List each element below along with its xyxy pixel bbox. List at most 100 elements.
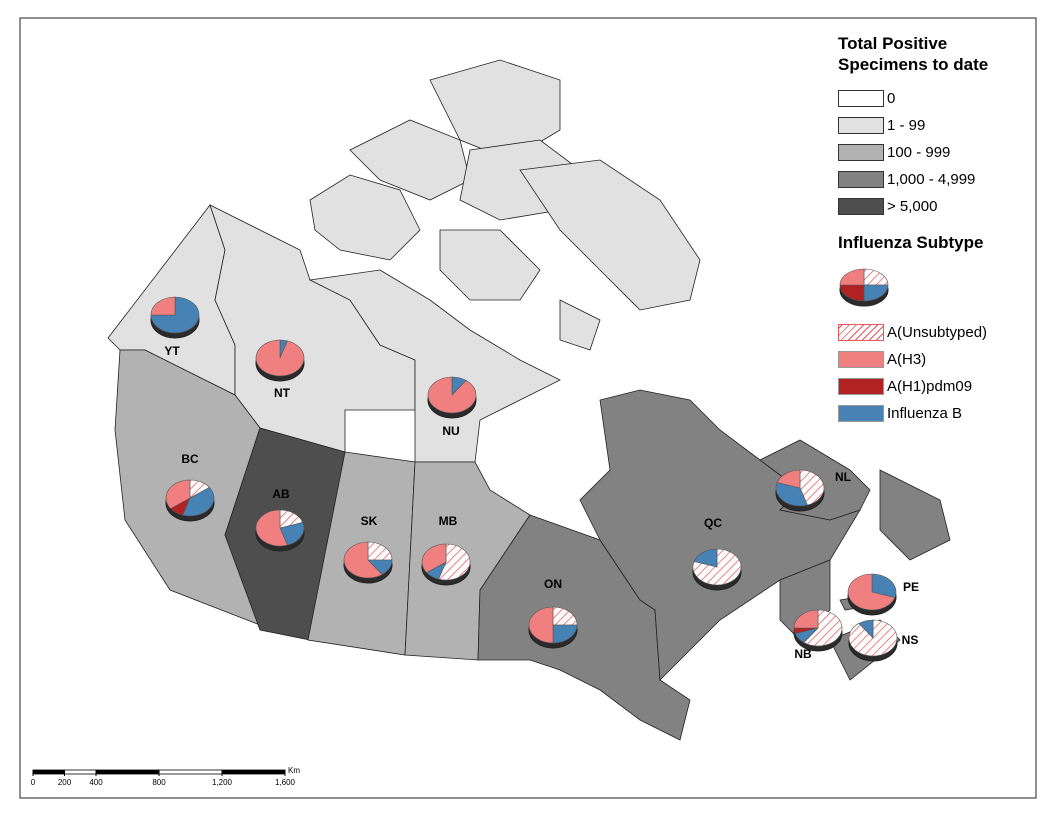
pie-slice [847, 573, 896, 611]
subtype-swatch [838, 324, 884, 341]
subtype-item: A(H3) [838, 346, 1038, 373]
pie-slice [858, 619, 874, 639]
province-pie [775, 469, 825, 512]
province-label: NB [794, 647, 812, 661]
subtype-item: A(H1)pdm09 [838, 373, 1038, 400]
province-label: PE [903, 580, 919, 594]
class-list: 0 1 - 99 100 - 999 1,000 - 4,999 > 5,000 [838, 85, 1038, 220]
scale-segment [96, 770, 159, 774]
province-label: NL [835, 470, 851, 484]
subtype-item: Influenza B [838, 400, 1038, 427]
legend-item: 1,000 - 4,999 [838, 166, 1038, 193]
pie-slice [421, 543, 447, 573]
province-nu [308, 269, 561, 463]
province-pie [528, 606, 578, 649]
province-pie [692, 548, 742, 591]
scale-label: 0 [31, 778, 36, 787]
pie-slice [775, 482, 808, 507]
legend-item: 0 [838, 85, 1038, 112]
pie-slice [343, 541, 383, 579]
scale-label: 1,600 [275, 778, 296, 787]
pie-slice [528, 606, 554, 644]
province-pie [255, 509, 305, 552]
province-pie [421, 543, 471, 586]
scale-label: 200 [58, 778, 72, 787]
scale-segment [33, 770, 65, 774]
pie-slice [367, 541, 393, 561]
scale-segment [222, 770, 285, 774]
province-label: AB [272, 487, 290, 501]
subtype-label: A(H1)pdm09 [887, 378, 973, 395]
pie-slice [427, 376, 477, 414]
pie-slice [150, 296, 176, 316]
province-label: QC [704, 516, 722, 530]
province-label: ON [544, 577, 562, 591]
legend-label: 1,000 - 4,999 [887, 171, 976, 188]
pie-slice [438, 543, 471, 581]
subtype-icon [839, 268, 889, 307]
pie-slice [693, 548, 718, 568]
province-label: MB [439, 514, 458, 528]
subtype-swatch [838, 405, 884, 422]
subtype-list: A(Unsubtyped) A(H3) A(H1)pdm09 Influenza B [838, 319, 1038, 427]
subtype-title: Influenza Subtype [838, 233, 984, 252]
province-pie [848, 619, 898, 662]
legend: Total Positive Specimens to date 0 1 - 99… [838, 33, 1038, 427]
pie-slice [552, 606, 578, 626]
legend-label: 100 - 999 [887, 144, 951, 161]
province-pie [427, 376, 477, 419]
legend-item: 100 - 999 [838, 139, 1038, 166]
province-label: BC [181, 452, 199, 466]
legend-swatch [838, 171, 884, 188]
province-label: SK [361, 514, 378, 528]
legend-title: Total Positive Specimens to date [838, 34, 989, 74]
province-pie [165, 479, 215, 522]
province-pie [343, 541, 393, 584]
province-label: YT [164, 344, 180, 358]
pie-slice [799, 469, 825, 506]
subtype-swatch [838, 378, 884, 395]
pie-slice [165, 479, 191, 509]
province-label: NU [442, 424, 459, 438]
pie-slice [150, 296, 200, 334]
scale-unit: Km [288, 766, 300, 775]
pie-slice [255, 339, 305, 377]
arctic-islands [309, 59, 701, 351]
legend-label: 1 - 99 [887, 117, 926, 134]
scale-label: 800 [152, 778, 166, 787]
pie-slice [279, 522, 305, 546]
pie-slice [839, 284, 865, 302]
province-pie [847, 573, 897, 616]
pie-slice [871, 573, 897, 598]
province-label: NT [274, 386, 291, 400]
pie-slice [793, 609, 819, 629]
subtype-label: A(Unsubtyped) [887, 324, 988, 341]
legend-swatch [838, 117, 884, 134]
legend-swatch [838, 198, 884, 215]
legend-item: > 5,000 [838, 193, 1038, 220]
pie-slice [839, 268, 865, 286]
subtype-label: A(H3) [887, 351, 927, 368]
pie-slice [692, 548, 742, 586]
subtype-item: A(Unsubtyped) [838, 319, 1038, 346]
subtype-label: Influenza B [887, 405, 963, 422]
pie-slice [803, 609, 843, 647]
pie-slice [863, 268, 889, 286]
pie-slice [776, 469, 801, 489]
pie-slice [552, 624, 578, 644]
pie-slice [863, 284, 889, 302]
province-pie [150, 296, 200, 339]
pie-slice [255, 509, 288, 547]
pie-slice [182, 487, 215, 517]
province-pie [793, 609, 843, 652]
legend-swatch [838, 90, 884, 107]
province-pie [255, 339, 305, 382]
subtype-swatch [838, 351, 884, 368]
legend-label: 0 [887, 90, 896, 107]
legend-label: > 5,000 [887, 198, 938, 215]
province-label: NS [902, 633, 919, 647]
scale-label: 1,200 [212, 778, 233, 787]
scale-label: 400 [89, 778, 103, 787]
legend-swatch [838, 144, 884, 161]
